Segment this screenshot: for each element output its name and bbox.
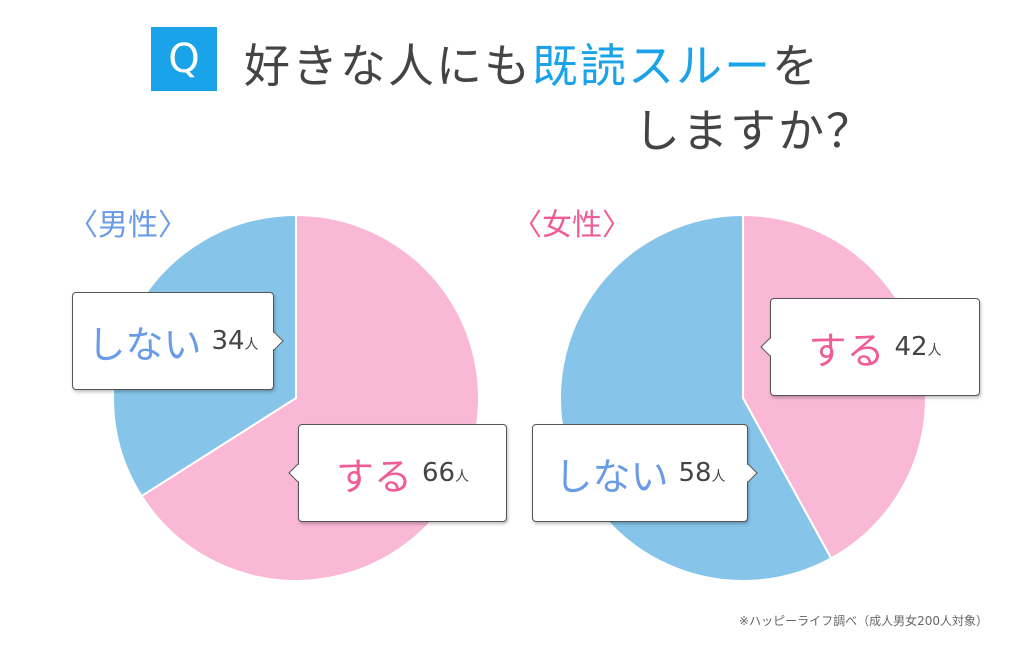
slice-label: しない	[554, 454, 669, 499]
pie-title-male: 〈男性〉	[68, 208, 188, 243]
title-line-1: 好きな人にも既読スルーを	[244, 30, 820, 96]
slice-label: する	[335, 454, 412, 499]
callout-male-no: しない 34人	[72, 292, 284, 390]
slice-value: 34	[211, 326, 245, 356]
slice-label: しない	[87, 322, 202, 367]
slice-value: 66	[421, 458, 456, 488]
title-text: 好きな人にも	[244, 39, 532, 93]
source-note: ※ハッピーライフ調べ（成人男女200人対象）	[739, 614, 988, 628]
unit: 人	[244, 337, 259, 353]
callout-female-yes: する 42人	[760, 298, 980, 396]
title-text-end: を	[772, 39, 820, 93]
slice-label: する	[808, 328, 885, 373]
slice-value: 58	[678, 458, 712, 488]
q-badge: Q	[151, 27, 217, 91]
title-line-2: しますか？	[634, 104, 874, 158]
unit: 人	[927, 343, 942, 359]
callout-male-yes: する 66人	[288, 424, 507, 522]
pie-title-female: 〈女性〉	[512, 208, 632, 243]
unit: 人	[455, 469, 470, 485]
callout-female-no: しない 58人	[532, 424, 758, 522]
title-highlight: 既読スルー	[532, 39, 772, 93]
slice-value: 42	[894, 332, 928, 362]
unit: 人	[711, 469, 726, 485]
